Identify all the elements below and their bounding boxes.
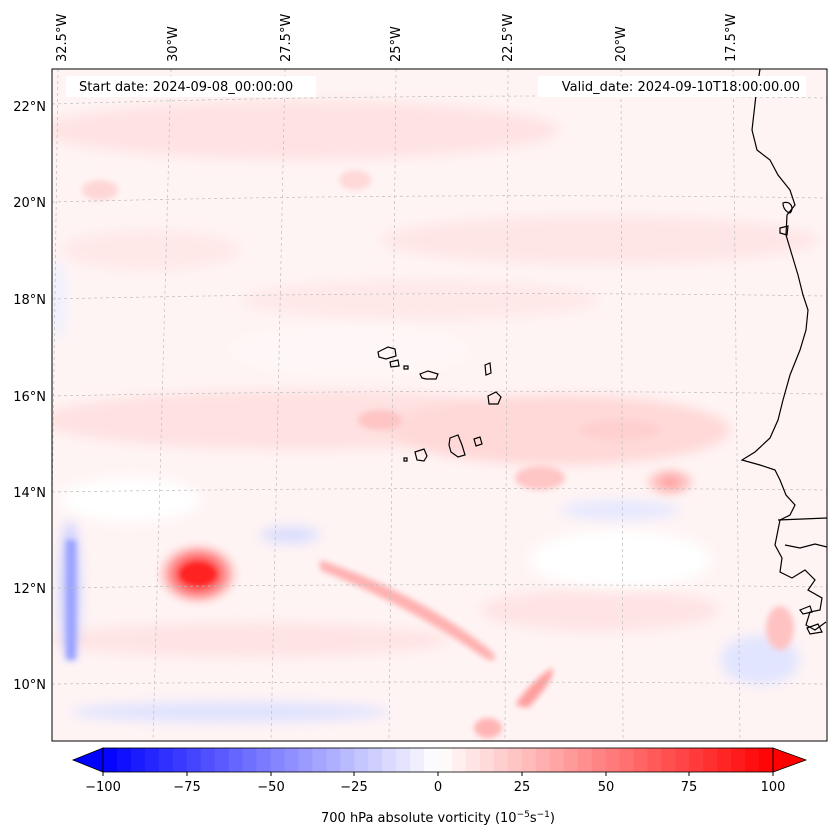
colorbar-cell xyxy=(507,748,523,772)
colorbar-cell xyxy=(326,748,341,772)
lat-label: 22°N xyxy=(13,100,46,115)
colorbar-cell xyxy=(103,748,118,772)
colorbar-cell xyxy=(298,748,313,772)
colorbar: −100 −75 −50 −25 0 25 50 75 100 700 hPa … xyxy=(71,747,808,826)
vorticity-band-13N-20W xyxy=(320,560,496,661)
colorbar-cell xyxy=(689,748,704,772)
colorbar-cell xyxy=(647,748,662,772)
west-africa-coastline xyxy=(740,69,827,631)
colorbar-cell xyxy=(563,748,578,772)
colorbar-cell xyxy=(200,748,216,772)
valid-date-label: Valid_date: 2024-09-10T18:00:00.00 xyxy=(562,80,800,95)
colorbar-cell xyxy=(116,748,132,772)
colorbar-min-extend-arrow xyxy=(71,747,104,773)
colorbar-max-extend-arrow xyxy=(772,747,808,773)
colorbar-cell xyxy=(354,748,369,772)
colorbar-cell xyxy=(158,748,174,772)
colorbar-cell xyxy=(577,748,592,772)
colorbar-cell xyxy=(549,748,565,772)
colorbar-cell xyxy=(382,748,397,772)
colorbar-cell xyxy=(242,748,257,772)
colorbar-cell xyxy=(493,748,509,772)
colorbar-cell xyxy=(521,748,537,772)
colorbar-cell xyxy=(312,748,327,772)
colorbar-tick-label: 75 xyxy=(681,780,698,795)
lon-label: 30°W xyxy=(166,26,181,62)
lat-label: 12°N xyxy=(13,582,46,597)
lat-label: 20°N xyxy=(13,196,46,211)
colorbar-cell xyxy=(228,748,243,772)
colorbar-tick-label: 25 xyxy=(514,780,531,795)
colorbar-cell xyxy=(144,748,160,772)
colorbar-cell xyxy=(438,748,453,772)
map-frame xyxy=(51,68,828,742)
colorbar-cell xyxy=(633,748,648,772)
colorbar-cell xyxy=(368,748,383,772)
lat-label: 14°N xyxy=(13,486,46,501)
start-date-label: Start date: 2024-09-08_00:00:00 xyxy=(79,80,293,95)
lon-label: 25°W xyxy=(389,26,404,62)
colorbar-cell xyxy=(675,748,690,772)
colorbar-cell xyxy=(340,748,355,772)
colorbar-cell xyxy=(396,748,411,772)
colorbar-cell xyxy=(214,748,230,772)
colorbar-cell xyxy=(731,748,746,772)
colorbar-cell xyxy=(270,748,285,772)
lon-label: 32.5°W xyxy=(55,14,70,62)
colorbar-cell xyxy=(717,748,732,772)
colorbar-tick-label: 0 xyxy=(434,780,442,795)
lat-label: 18°N xyxy=(13,293,46,308)
lon-label: 20°W xyxy=(614,26,629,62)
colorbar-cell xyxy=(410,748,425,772)
colorbar-cell xyxy=(619,748,634,772)
colorbar-cell xyxy=(661,748,676,772)
vorticity-streak-10N-22W xyxy=(515,668,553,708)
colorbar-cell xyxy=(703,748,718,772)
lat-label: 10°N xyxy=(13,678,46,693)
colorbar-tick-label: 50 xyxy=(598,780,615,795)
lon-label: 22.5°W xyxy=(501,14,516,62)
colorbar-cell xyxy=(172,748,188,772)
colorbar-cell xyxy=(479,748,495,772)
colorbar-cell xyxy=(535,748,551,772)
colorbar-tick-label: −100 xyxy=(85,780,121,795)
colorbar-label: 700 hPa absolute vorticity (10−5s−1) xyxy=(321,810,555,826)
vorticity-field xyxy=(52,69,827,741)
colorbar-cell xyxy=(605,748,620,772)
cape-verde-islands xyxy=(377,346,502,462)
lon-label: 17.5°W xyxy=(724,14,739,62)
lon-label: 27.5°W xyxy=(279,14,294,62)
colorbar-cell xyxy=(465,748,481,772)
colorbar-cell xyxy=(745,748,760,772)
coastlines xyxy=(377,69,827,635)
colorbar-cell xyxy=(256,748,271,772)
colorbar-cell xyxy=(424,748,439,772)
vorticity-cores xyxy=(66,170,794,738)
colorbar-cell xyxy=(591,748,606,772)
colorbar-cell xyxy=(451,748,467,772)
colorbar-cell xyxy=(284,748,299,772)
negative-vorticity-strip-32W xyxy=(66,540,76,660)
lat-label: 16°N xyxy=(13,390,46,405)
colorbar-tick-label: 100 xyxy=(761,780,786,795)
graticule xyxy=(52,69,827,741)
colorbar-tick-label: −50 xyxy=(257,780,284,795)
colorbar-tick-label: −25 xyxy=(340,780,367,795)
colorbar-tick-label: −75 xyxy=(173,780,200,795)
colorbar-cell xyxy=(759,748,774,772)
colorbar-cell xyxy=(130,748,146,772)
colorbar-cell xyxy=(186,748,202,772)
longitude-labels: 32.5°W 30°W 27.5°W 25°W 22.5°W 20°W 17.5… xyxy=(55,14,739,62)
latitude-labels: 22°N 20°N 18°N 16°N 14°N 12°N 10°N xyxy=(13,100,46,693)
